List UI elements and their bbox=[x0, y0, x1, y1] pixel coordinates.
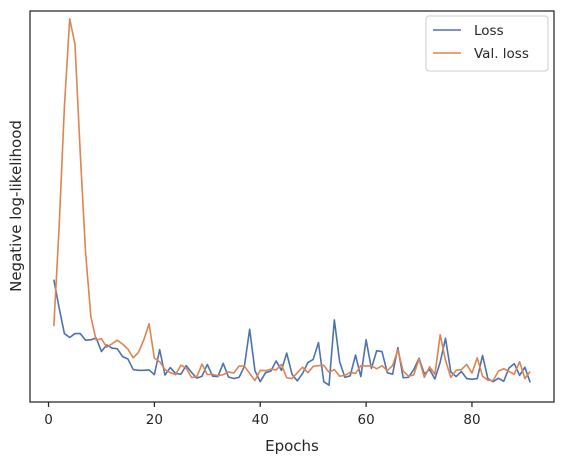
x-tick-label: 0 bbox=[44, 412, 53, 428]
x-tick-label: 80 bbox=[463, 412, 480, 428]
x-tick-label: 40 bbox=[252, 412, 269, 428]
x-tick-label: 20 bbox=[146, 412, 163, 428]
legend-label-loss: Loss bbox=[474, 23, 504, 39]
legend: Loss Val. loss bbox=[425, 15, 549, 72]
y-axis-label: Negative log-likelihood bbox=[7, 120, 25, 292]
legend-label-val-loss: Val. loss bbox=[474, 46, 529, 62]
x-axis-label: Epochs bbox=[265, 437, 319, 455]
x-tick-label: 60 bbox=[358, 412, 375, 428]
series-line-loss bbox=[53, 279, 531, 386]
series-line-val-loss bbox=[53, 18, 531, 382]
x-axis-ticks: 0 20 40 60 80 bbox=[44, 402, 481, 428]
plot-frame bbox=[29, 10, 555, 403]
series-lines bbox=[53, 18, 531, 386]
